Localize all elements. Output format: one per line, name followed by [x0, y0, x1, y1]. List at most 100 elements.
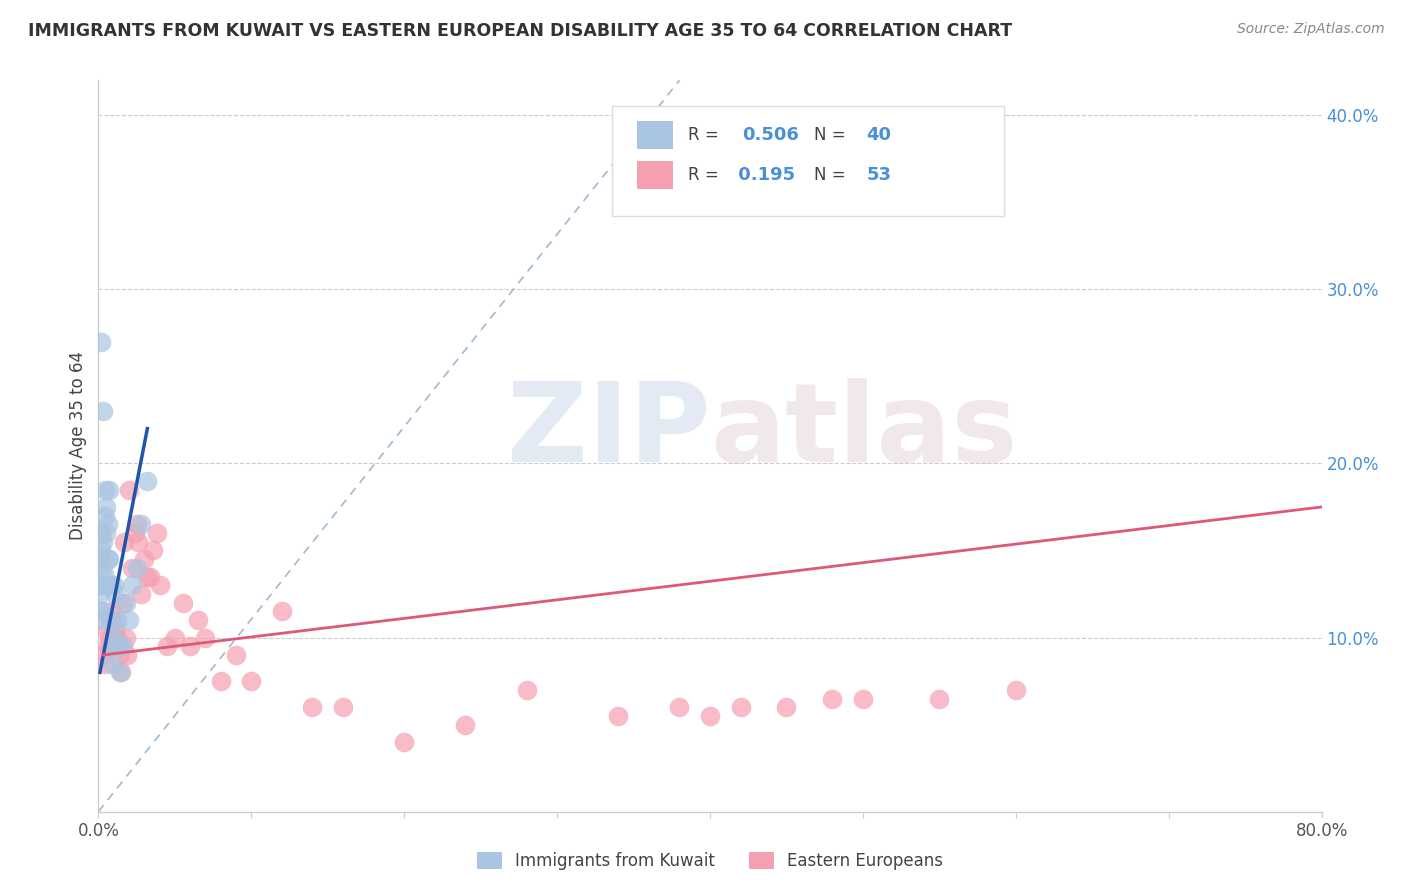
Point	[111, 640, 134, 654]
Point	[125, 561, 148, 575]
Point	[139, 569, 162, 583]
Point	[156, 640, 179, 654]
Point	[209, 674, 232, 689]
Bar	[637, 121, 673, 149]
Point	[187, 613, 209, 627]
Point	[93, 483, 115, 497]
Point	[94, 526, 117, 541]
Point	[129, 517, 152, 532]
Text: 0.506: 0.506	[742, 126, 799, 145]
Point	[89, 604, 111, 618]
Point	[100, 640, 122, 654]
Point	[121, 561, 143, 575]
Point	[115, 596, 138, 610]
Point	[121, 578, 143, 592]
Point	[110, 665, 132, 680]
Point	[90, 578, 112, 592]
Point	[105, 631, 128, 645]
Text: atlas: atlas	[710, 378, 1018, 485]
Point	[454, 717, 477, 731]
Point	[94, 578, 117, 592]
Point	[93, 508, 115, 523]
Y-axis label: Disability Age 35 to 64: Disability Age 35 to 64	[69, 351, 87, 541]
Point	[97, 552, 120, 566]
Point	[136, 474, 159, 488]
Point	[104, 587, 127, 601]
Text: N =: N =	[814, 167, 851, 185]
Point	[125, 517, 148, 532]
Point	[108, 648, 131, 662]
Point	[89, 552, 111, 566]
Point	[89, 587, 111, 601]
Text: R =: R =	[688, 126, 724, 145]
Point	[100, 613, 122, 627]
Point	[136, 569, 159, 583]
Point	[118, 483, 141, 497]
Point	[94, 622, 117, 636]
Point	[117, 648, 139, 662]
Point	[928, 691, 950, 706]
Text: ZIP: ZIP	[506, 378, 710, 485]
Point	[94, 500, 117, 514]
Point	[107, 640, 129, 654]
Point	[91, 534, 114, 549]
Point	[101, 604, 124, 618]
Bar	[637, 161, 673, 189]
Point	[115, 631, 138, 645]
Point	[301, 700, 323, 714]
Point	[93, 569, 115, 583]
Point	[98, 552, 121, 566]
Point	[107, 640, 129, 654]
Text: R =: R =	[688, 167, 724, 185]
Point	[97, 640, 120, 654]
Point	[111, 596, 134, 610]
Point	[668, 700, 690, 714]
Point	[172, 596, 194, 610]
Point	[89, 578, 111, 592]
Point	[103, 578, 125, 592]
Point	[332, 700, 354, 714]
Point	[108, 665, 131, 680]
Text: 53: 53	[866, 167, 891, 185]
Point	[101, 640, 124, 654]
Text: IMMIGRANTS FROM KUWAIT VS EASTERN EUROPEAN DISABILITY AGE 35 TO 64 CORRELATION C: IMMIGRANTS FROM KUWAIT VS EASTERN EUROPE…	[28, 22, 1012, 40]
Point	[124, 526, 146, 541]
FancyBboxPatch shape	[612, 106, 1004, 216]
Point	[103, 631, 125, 645]
Point	[98, 631, 121, 645]
Point	[127, 534, 149, 549]
Text: Source: ZipAtlas.com: Source: ZipAtlas.com	[1237, 22, 1385, 37]
Point	[194, 631, 217, 645]
Point	[90, 613, 112, 627]
Point	[179, 640, 201, 654]
Point	[90, 526, 112, 541]
Point	[91, 648, 114, 662]
Point	[270, 604, 292, 618]
Point	[129, 587, 152, 601]
Text: 0.195: 0.195	[733, 167, 796, 185]
Point	[240, 674, 263, 689]
Point	[1004, 682, 1026, 697]
Point	[93, 657, 115, 671]
Point	[142, 543, 165, 558]
Point	[730, 700, 752, 714]
Point	[163, 631, 186, 645]
Point	[90, 543, 112, 558]
Point	[91, 604, 114, 618]
Point	[105, 613, 128, 627]
Point	[607, 709, 630, 723]
Point	[98, 483, 121, 497]
Point	[852, 691, 875, 706]
Point	[699, 709, 721, 723]
Point	[145, 526, 167, 541]
Text: N =: N =	[814, 126, 851, 145]
Point	[821, 691, 844, 706]
Point	[392, 735, 416, 749]
Point	[225, 648, 247, 662]
Point	[103, 613, 125, 627]
Text: 40: 40	[866, 126, 891, 145]
Point	[104, 622, 127, 636]
Point	[100, 578, 122, 592]
Point	[91, 561, 114, 575]
Point	[112, 534, 135, 549]
